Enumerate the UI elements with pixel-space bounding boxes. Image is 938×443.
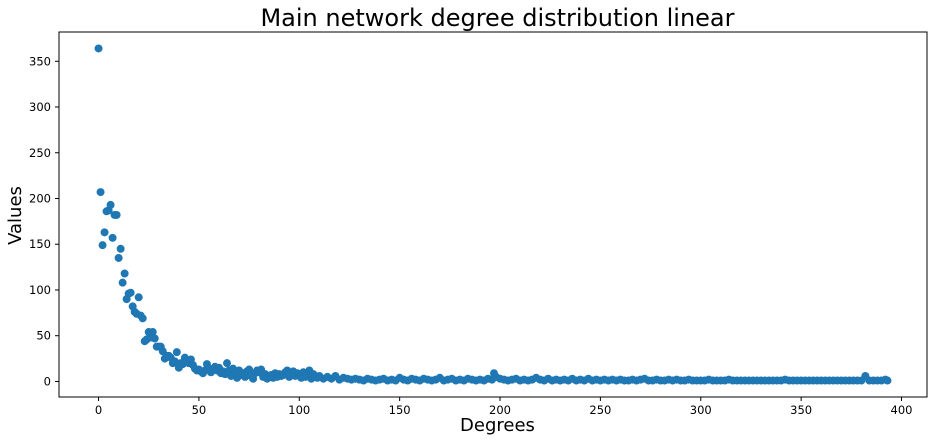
x-tick-label: 300 [690, 403, 712, 417]
data-point [116, 244, 125, 253]
y-tick-label: 350 [29, 54, 51, 68]
data-point [112, 210, 121, 219]
y-tick-label: 300 [29, 100, 51, 114]
data-points [94, 44, 892, 385]
data-point [245, 365, 254, 374]
data-point [138, 314, 147, 323]
axis-ticks: 0 50 100 150 200 250 300 350 400 0 50 100 150 200 250 3… [29, 54, 912, 417]
x-tick-label: 400 [891, 403, 913, 417]
y-axis-label: Values [5, 186, 26, 245]
data-point [148, 328, 157, 337]
data-point [170, 357, 179, 366]
y-tick-label: 100 [29, 283, 51, 297]
x-tick-label: 350 [790, 403, 812, 417]
data-point [94, 44, 103, 53]
data-point [118, 278, 127, 287]
data-point [883, 376, 892, 385]
data-point [126, 288, 135, 297]
data-point [223, 359, 232, 368]
data-point [150, 334, 159, 343]
data-point [100, 228, 109, 237]
x-tick-label: 0 [95, 403, 102, 417]
data-point [96, 188, 105, 197]
plot-area-frame [58, 31, 928, 398]
x-tick-label: 200 [489, 403, 511, 417]
x-tick-label: 100 [288, 403, 310, 417]
x-tick-label: 250 [589, 403, 611, 417]
y-tick-label: 200 [29, 191, 51, 205]
data-point [172, 348, 181, 357]
x-axis-label: Degrees [460, 415, 535, 436]
data-point [134, 293, 143, 302]
x-tick-label: 50 [192, 403, 207, 417]
y-tick-label: 150 [29, 237, 51, 251]
data-point [98, 241, 107, 250]
data-point [106, 200, 115, 209]
y-tick-label: 250 [29, 146, 51, 160]
y-tick-label: 0 [44, 374, 51, 388]
data-point [108, 233, 117, 242]
y-tick-label: 50 [36, 329, 51, 343]
x-tick-label: 150 [389, 403, 411, 417]
chart-title: Main network degree distribution linear [260, 4, 734, 32]
data-point [114, 253, 123, 262]
data-point [120, 269, 129, 278]
